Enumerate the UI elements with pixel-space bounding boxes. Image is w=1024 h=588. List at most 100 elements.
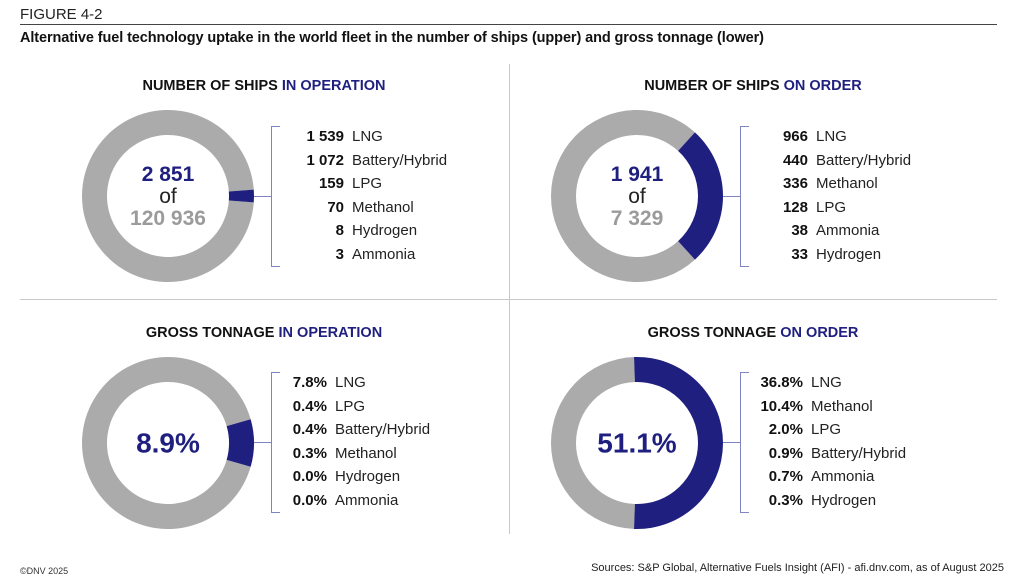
- donut-segment-remainder: [551, 110, 695, 282]
- copyright: ©DNV 2025: [20, 566, 69, 576]
- legend-label: LNG: [335, 374, 366, 391]
- panel-title-main: GROSS TONNAGE: [145, 325, 279, 341]
- legend-item: 70 Methanol: [288, 199, 447, 223]
- legend: 7.8% LNG 0.4% LPG 0.4% Battery/Hybrid 0.3% Meth…: [282, 374, 430, 515]
- donut-segment-alternative-fuel: [678, 132, 723, 260]
- center-percent: 51.1%: [597, 427, 677, 459]
- legend-connector: [254, 442, 271, 444]
- center-total: 7 329: [610, 207, 664, 231]
- legend: 36.8% LNG 10.4% Methanol 2.0% LPG 0.9% Battery/…: [748, 374, 906, 515]
- center-total: 120 936: [130, 207, 206, 231]
- legend-value: 1 072: [306, 151, 344, 169]
- legend-value: 0.4%: [292, 421, 327, 438]
- legend-label: Methanol: [811, 397, 873, 415]
- legend-item: 966 LNG: [770, 128, 911, 152]
- panel-title-highlight: ON ORDER: [780, 325, 859, 341]
- legend-value: 33: [791, 245, 808, 263]
- donut-chart: [82, 357, 255, 529]
- legend-value: 0.9%: [768, 444, 803, 462]
- center-value: 1 941: [610, 162, 664, 186]
- legend-item: 1 072 Battery/Hybrid: [288, 152, 447, 176]
- donut-segment-remainder: [551, 357, 635, 529]
- legend-item: 0.4% LPG: [282, 398, 430, 422]
- legend-item: 336 Methanol: [770, 175, 911, 199]
- panel-title-highlight: ON ORDER: [783, 78, 862, 94]
- panel-title-highlight: IN OPERATION: [281, 78, 386, 94]
- donut-chart: [551, 110, 723, 282]
- donut-chart: [551, 357, 724, 529]
- legend-label: LNG: [816, 128, 847, 145]
- legend-label: Hydrogen: [352, 222, 418, 239]
- legend-value: 3: [335, 245, 344, 263]
- legend-bracket: [740, 372, 749, 513]
- horizontal-divider: [20, 299, 997, 300]
- legend-bracket: [740, 126, 749, 267]
- center-value: 2 851: [141, 162, 195, 186]
- legend-item: 0.0% Hydrogen: [282, 468, 430, 492]
- legend-item: 440 Battery/Hybrid: [770, 152, 911, 176]
- legend-item: 0.3% Hydrogen: [748, 492, 906, 516]
- panel-title: NUMBER OF SHIPS ON ORDER: [644, 78, 862, 94]
- legend-label: LNG: [811, 374, 842, 391]
- panel-title-highlight: IN OPERATION: [278, 325, 383, 341]
- legend-value: 8: [335, 222, 344, 239]
- legend-value: 0.3%: [768, 491, 803, 509]
- legend-value: 966: [782, 128, 808, 145]
- donut-center-label: 8.9%: [98, 428, 238, 457]
- figure-label: FIGURE 4-2: [20, 6, 103, 23]
- legend-item: 7.8% LNG: [282, 374, 430, 398]
- legend-label: Battery/Hybrid: [811, 444, 907, 462]
- donut-segment-alternative-fuel: [228, 189, 254, 203]
- donut-segment-remainder: [82, 357, 251, 529]
- sources-note: Sources: S&P Global, Alternative Fuels I…: [591, 562, 1004, 574]
- legend-label: Ammonia: [816, 222, 880, 239]
- panel-title-main: NUMBER OF SHIPS: [142, 78, 282, 94]
- center-of: of: [159, 184, 177, 208]
- legend-item: 0.4% Battery/Hybrid: [282, 421, 430, 445]
- legend: 1 539 LNG 1 072 Battery/Hybrid 159 LPG 70 Metha…: [288, 128, 447, 269]
- legend-item: 10.4% Methanol: [748, 398, 906, 422]
- legend-value: 128: [782, 198, 808, 216]
- legend-label: LPG: [335, 397, 366, 415]
- legend-item: 159 LPG: [288, 175, 447, 199]
- legend-item: 36.8% LNG: [748, 374, 906, 398]
- panel-title: NUMBER OF SHIPS IN OPERATION: [142, 78, 385, 94]
- legend-value: 0.3%: [292, 444, 327, 462]
- legend-label: Hydrogen: [335, 468, 401, 485]
- legend-value: 336: [782, 175, 808, 192]
- legend-value: 0.0%: [292, 468, 327, 485]
- legend-value: 7.8%: [292, 374, 327, 391]
- center-of: of: [628, 184, 646, 208]
- legend-value: 1 539: [306, 128, 344, 145]
- donut-segment-alternative-fuel: [226, 419, 255, 467]
- legend-label: Ammonia: [352, 245, 416, 263]
- legend-item: 0.3% Methanol: [282, 445, 430, 469]
- legend-label: Hydrogen: [816, 245, 882, 263]
- legend-item: 0.9% Battery/Hybrid: [748, 445, 906, 469]
- legend-value: 0.0%: [292, 491, 327, 509]
- legend-label: Methanol: [352, 198, 414, 216]
- legend-connector: [723, 196, 740, 198]
- donut-segment-alternative-fuel: [634, 357, 724, 529]
- legend-item: 0.0% Ammonia: [282, 492, 430, 516]
- legend-item: 8 Hydrogen: [288, 222, 447, 246]
- legend-connector: [723, 442, 740, 444]
- donut-chart: [82, 109, 254, 282]
- legend-value: 2.0%: [768, 421, 803, 438]
- legend-value: 70: [327, 198, 344, 216]
- legend-label: LNG: [352, 128, 383, 145]
- legend-item: 3 Ammonia: [288, 246, 447, 270]
- legend-value: 36.8%: [760, 374, 803, 391]
- legend-bracket: [271, 126, 280, 267]
- legend-label: Battery/Hybrid: [816, 151, 912, 169]
- legend-label: Methanol: [816, 175, 878, 192]
- legend-label: Methanol: [335, 444, 397, 462]
- legend-value: 0.4%: [292, 397, 327, 415]
- legend-label: Ammonia: [335, 491, 399, 509]
- panel-title-main: NUMBER OF SHIPS: [644, 78, 784, 94]
- legend-label: Battery/Hybrid: [352, 151, 448, 169]
- legend-item: 2.0% LPG: [748, 421, 906, 445]
- legend-value: 0.7%: [768, 468, 803, 485]
- legend-label: LPG: [811, 421, 842, 438]
- legend: 966 LNG 440 Battery/Hybrid 336 Methanol 128 LPG…: [770, 128, 911, 269]
